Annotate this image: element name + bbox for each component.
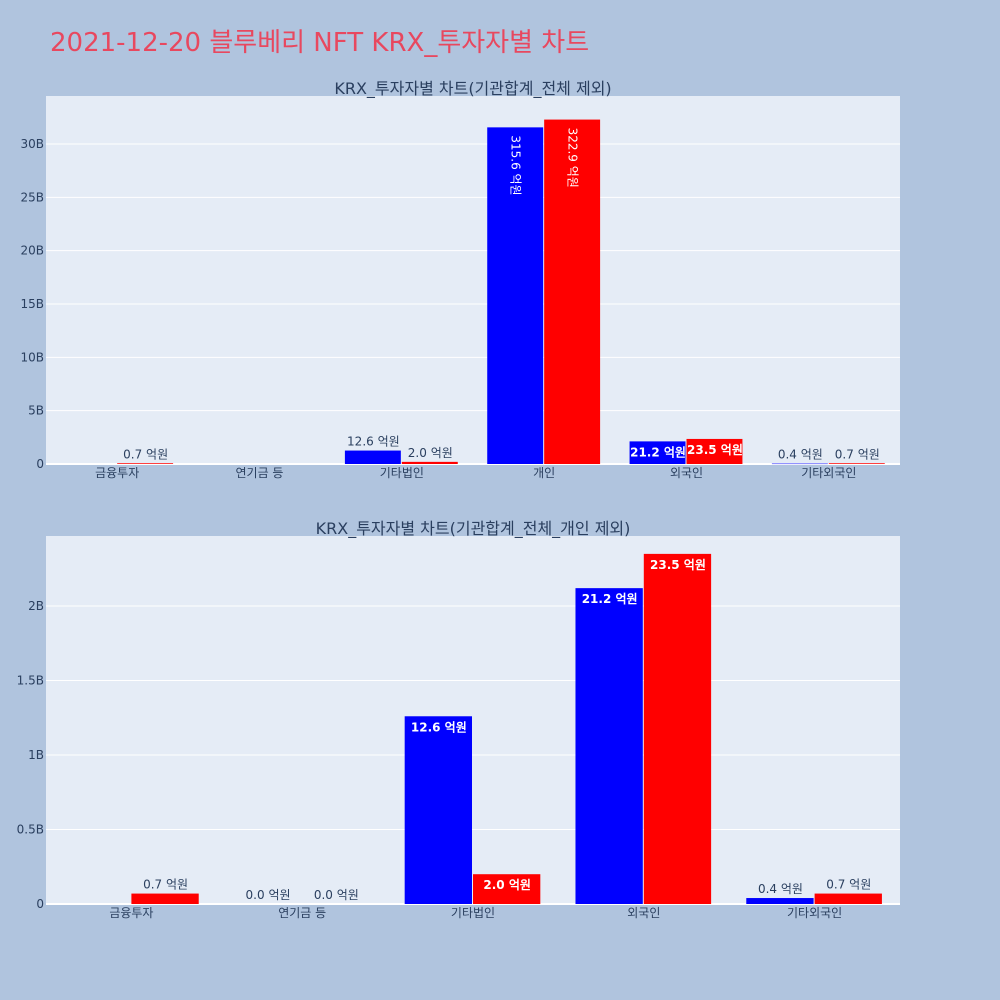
data-label: 322.9 억원 — [566, 128, 580, 188]
data-label: 21.2 억원 — [582, 592, 638, 606]
data-label: 0.7 억원 — [123, 447, 168, 461]
y-tick-label: 1B — [28, 748, 44, 762]
data-label: 315.6 억원 — [509, 135, 523, 195]
x-tick-label: 외국인 — [670, 466, 703, 480]
y-tick-label: 0.5B — [17, 823, 44, 837]
bar — [746, 898, 814, 904]
bar — [771, 463, 828, 465]
bar — [401, 461, 458, 464]
bar — [814, 893, 882, 904]
bar — [629, 441, 686, 464]
y-tick-label: 10B — [20, 350, 44, 364]
x-tick-label: 연기금 등 — [278, 906, 326, 920]
data-label: 23.5 억원 — [650, 558, 706, 572]
bar — [404, 716, 472, 904]
data-label: 12.6 억원 — [411, 720, 467, 734]
data-label: 0.7 억원 — [835, 447, 880, 461]
data-label: 0.7 억원 — [826, 878, 871, 892]
data-label: 23.5 억원 — [687, 443, 743, 457]
x-tick-label: 금융투자 — [109, 906, 153, 920]
x-tick-label: 기타외국인 — [801, 466, 856, 480]
x-tick-label: 기타법인 — [380, 466, 424, 480]
data-label: 2.0 억원 — [483, 878, 531, 892]
bar — [487, 127, 544, 465]
y-tick-label: 15B — [20, 297, 44, 311]
x-tick-label: 금융투자 — [95, 466, 139, 480]
chart-title: KRX_투자자별 차트(기관합계_전체_개인 제외) — [316, 519, 631, 539]
x-tick-label: 연기금 등 — [236, 466, 284, 480]
y-tick-label: 2B — [28, 599, 44, 613]
data-label: 0.0 억원 — [246, 888, 291, 902]
y-tick-label: 30B — [20, 137, 44, 151]
bar — [344, 450, 401, 464]
data-label: 12.6 억원 — [347, 435, 400, 449]
data-label: 0.4 억원 — [758, 882, 803, 896]
data-label: 2.0 억원 — [408, 446, 453, 460]
bar — [686, 438, 743, 464]
x-tick-label: 개인 — [533, 466, 555, 480]
bar — [828, 463, 885, 464]
x-tick-label: 기타외국인 — [787, 906, 842, 920]
chart-title: KRX_투자자별 차트(기관합계_전체 제외) — [334, 79, 611, 99]
bar — [473, 874, 541, 904]
data-label: 0.4 억원 — [778, 448, 823, 462]
bar — [575, 588, 643, 904]
y-tick-label: 0 — [36, 897, 44, 911]
plot-area — [46, 96, 900, 464]
y-tick-label: 5B — [28, 404, 44, 418]
plot-area — [46, 536, 900, 904]
bar — [643, 553, 712, 904]
bar — [117, 463, 174, 464]
x-tick-label: 외국인 — [627, 906, 660, 920]
page-title: 2021-12-20 블루베리 NFT KRX_투자자별 차트 — [50, 28, 590, 58]
y-tick-label: 25B — [20, 190, 44, 204]
data-label: 21.2 억원 — [630, 445, 686, 459]
y-tick-label: 20B — [20, 244, 44, 258]
bar — [544, 119, 601, 464]
y-tick-label: 0 — [36, 457, 44, 471]
data-label: 0.0 억원 — [314, 888, 359, 902]
y-tick-label: 1.5B — [17, 674, 44, 688]
bar — [131, 893, 199, 904]
x-tick-label: 기타법인 — [451, 906, 495, 920]
data-label: 0.7 억원 — [143, 878, 188, 892]
